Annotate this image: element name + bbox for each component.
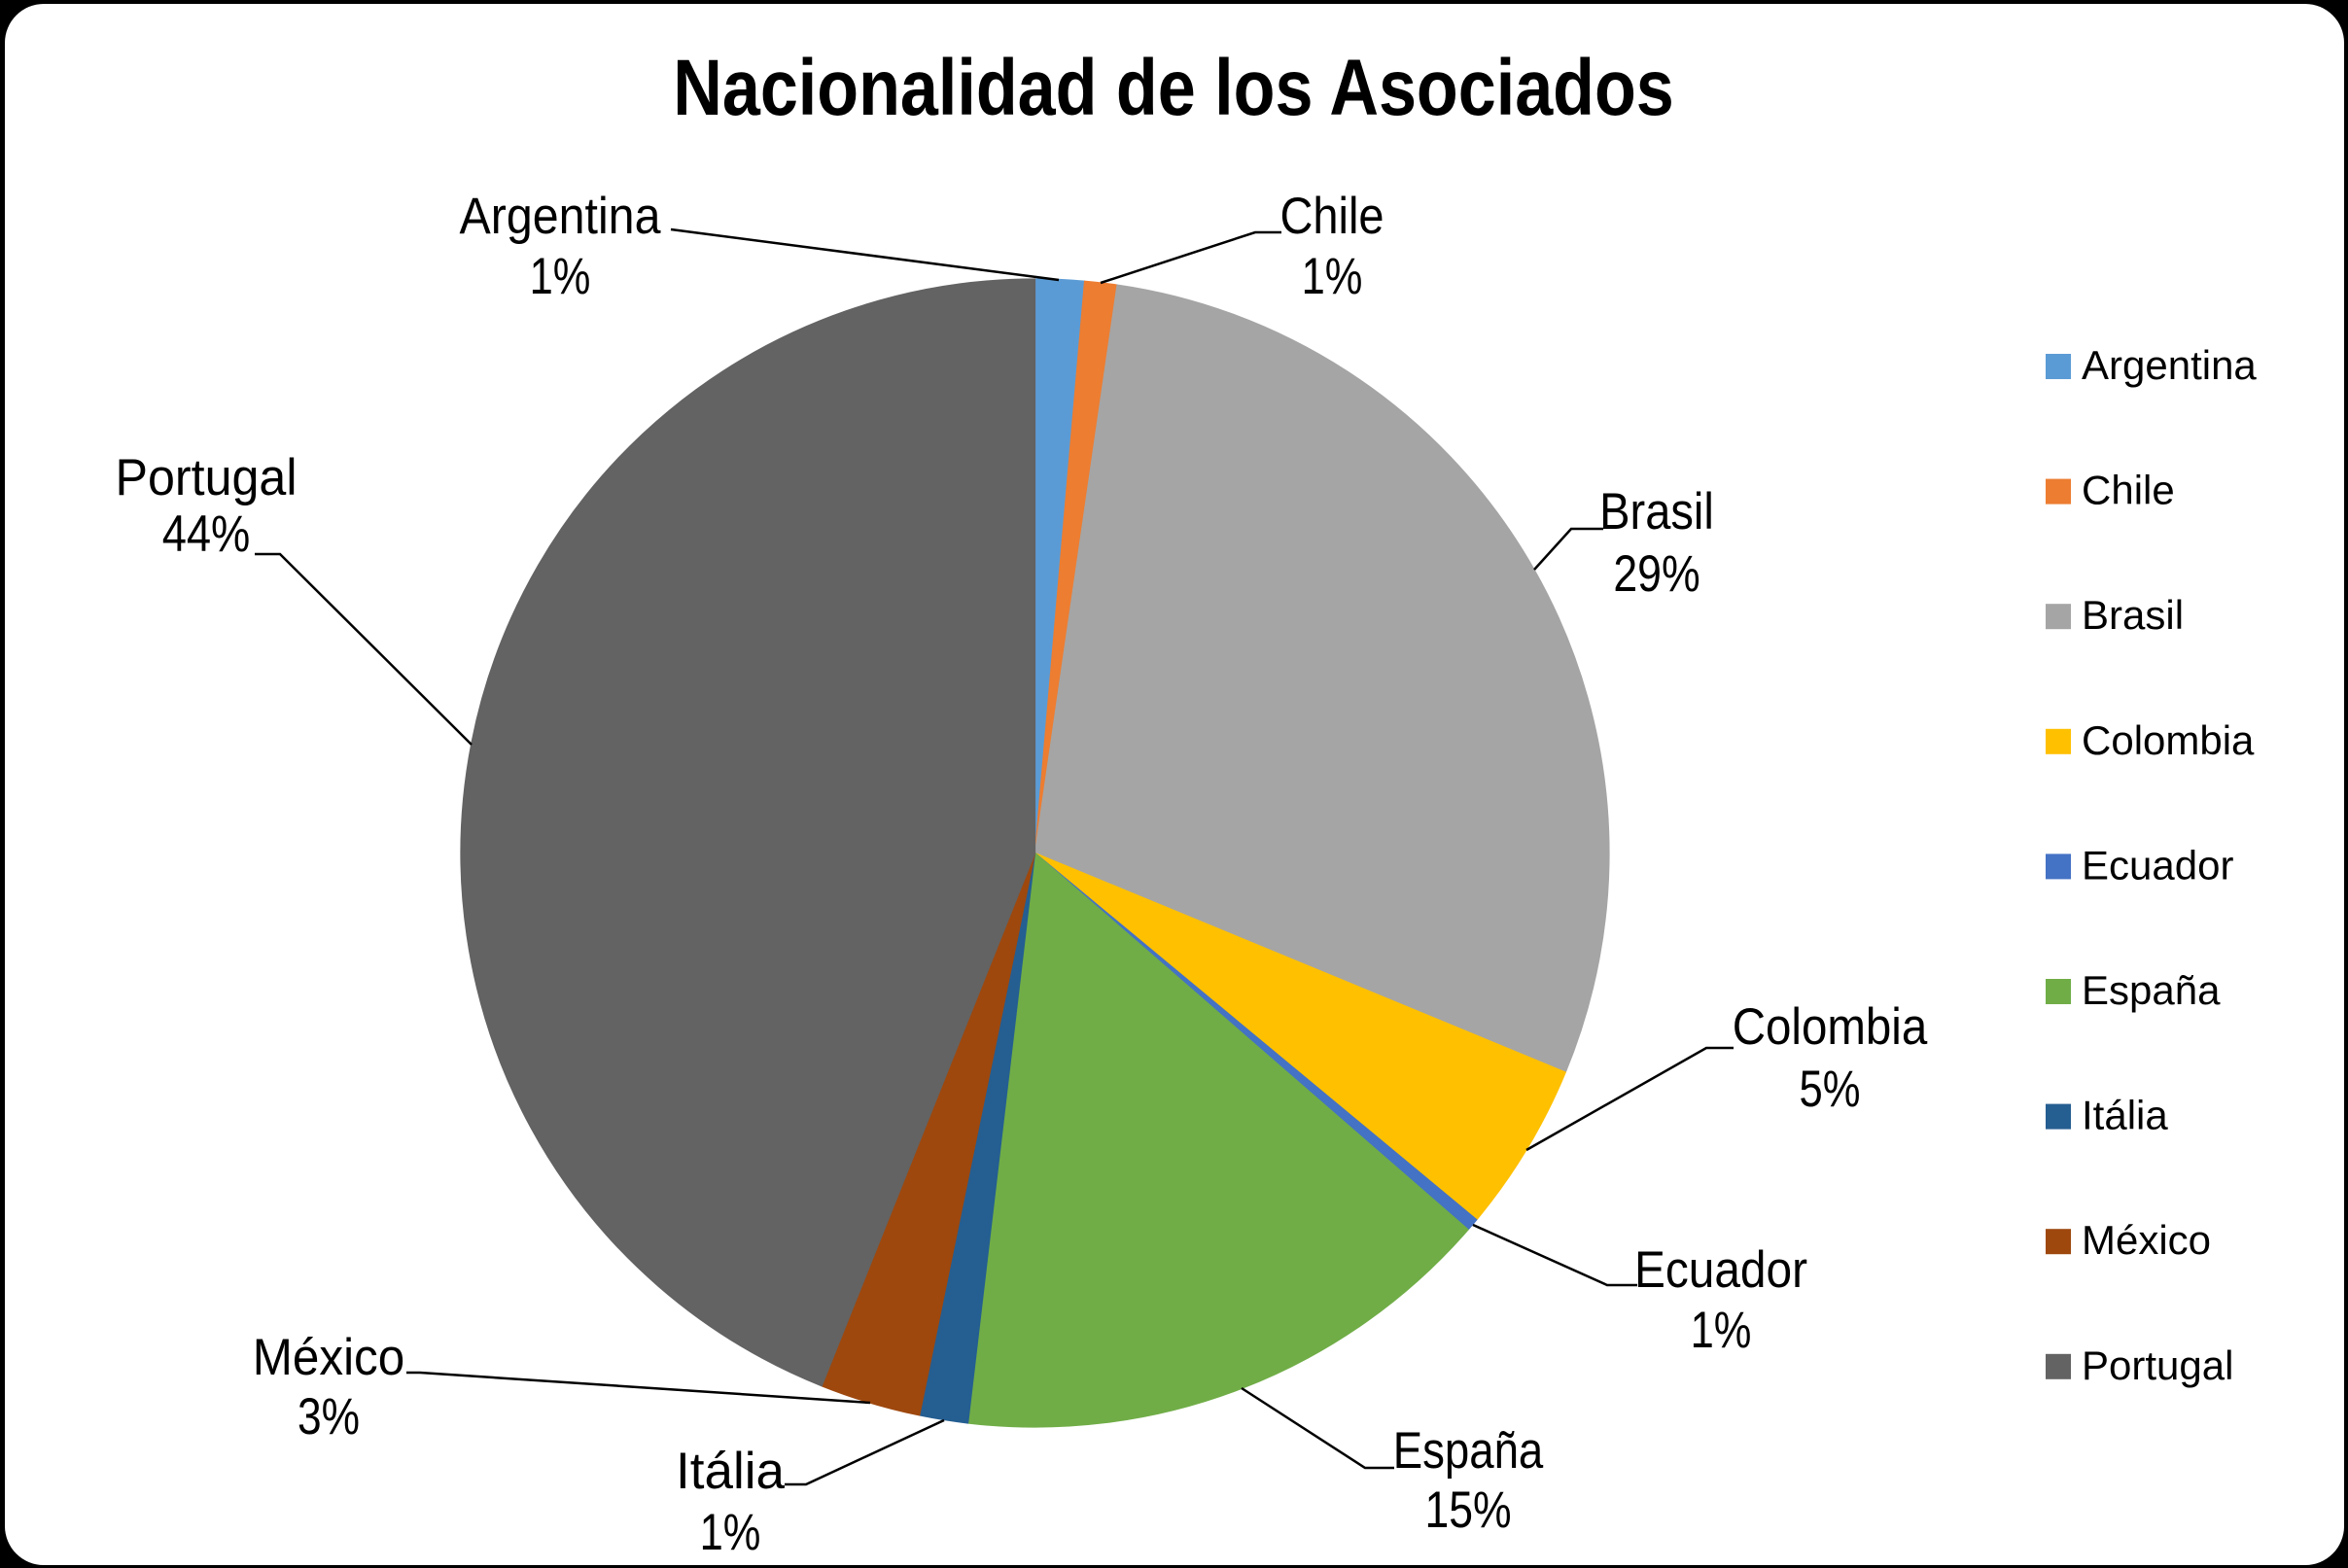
svg-text:México: México <box>2082 1217 2211 1263</box>
svg-text:1%: 1% <box>1691 1302 1752 1359</box>
svg-text:Ecuador: Ecuador <box>1634 1240 1807 1299</box>
svg-text:Itália: Itália <box>2082 1093 2168 1138</box>
svg-text:1%: 1% <box>530 248 591 305</box>
svg-text:Argentina: Argentina <box>2082 342 2257 388</box>
svg-text:29%: 29% <box>1613 545 1700 602</box>
svg-text:Colombia: Colombia <box>2082 717 2255 763</box>
svg-text:3%: 3% <box>298 1388 360 1446</box>
svg-text:Chile: Chile <box>2082 468 2175 513</box>
svg-text:Itália: Itália <box>676 1443 785 1500</box>
svg-text:México: México <box>253 1328 404 1385</box>
svg-text:5%: 5% <box>1800 1061 1861 1118</box>
svg-text:1%: 1% <box>1302 248 1363 305</box>
svg-text:15%: 15% <box>1424 1481 1511 1538</box>
svg-text:Nacionalidad de los Asociados: Nacionalidad de los Asociados <box>673 44 1674 132</box>
svg-text:1%: 1% <box>700 1504 761 1561</box>
svg-text:Argentina: Argentina <box>460 187 662 245</box>
svg-text:Brasil: Brasil <box>1599 482 1714 540</box>
svg-text:Chile: Chile <box>1279 187 1384 244</box>
svg-text:Brasil: Brasil <box>2082 592 2184 638</box>
svg-text:España: España <box>1393 1422 1544 1480</box>
svg-text:España: España <box>2082 967 2221 1013</box>
svg-text:Ecuador: Ecuador <box>2082 842 2233 888</box>
svg-text:44%: 44% <box>162 505 251 563</box>
svg-text:Portugal: Portugal <box>116 448 298 506</box>
svg-text:Colombia: Colombia <box>1733 997 1928 1056</box>
svg-text:Portugal: Portugal <box>2082 1342 2233 1388</box>
